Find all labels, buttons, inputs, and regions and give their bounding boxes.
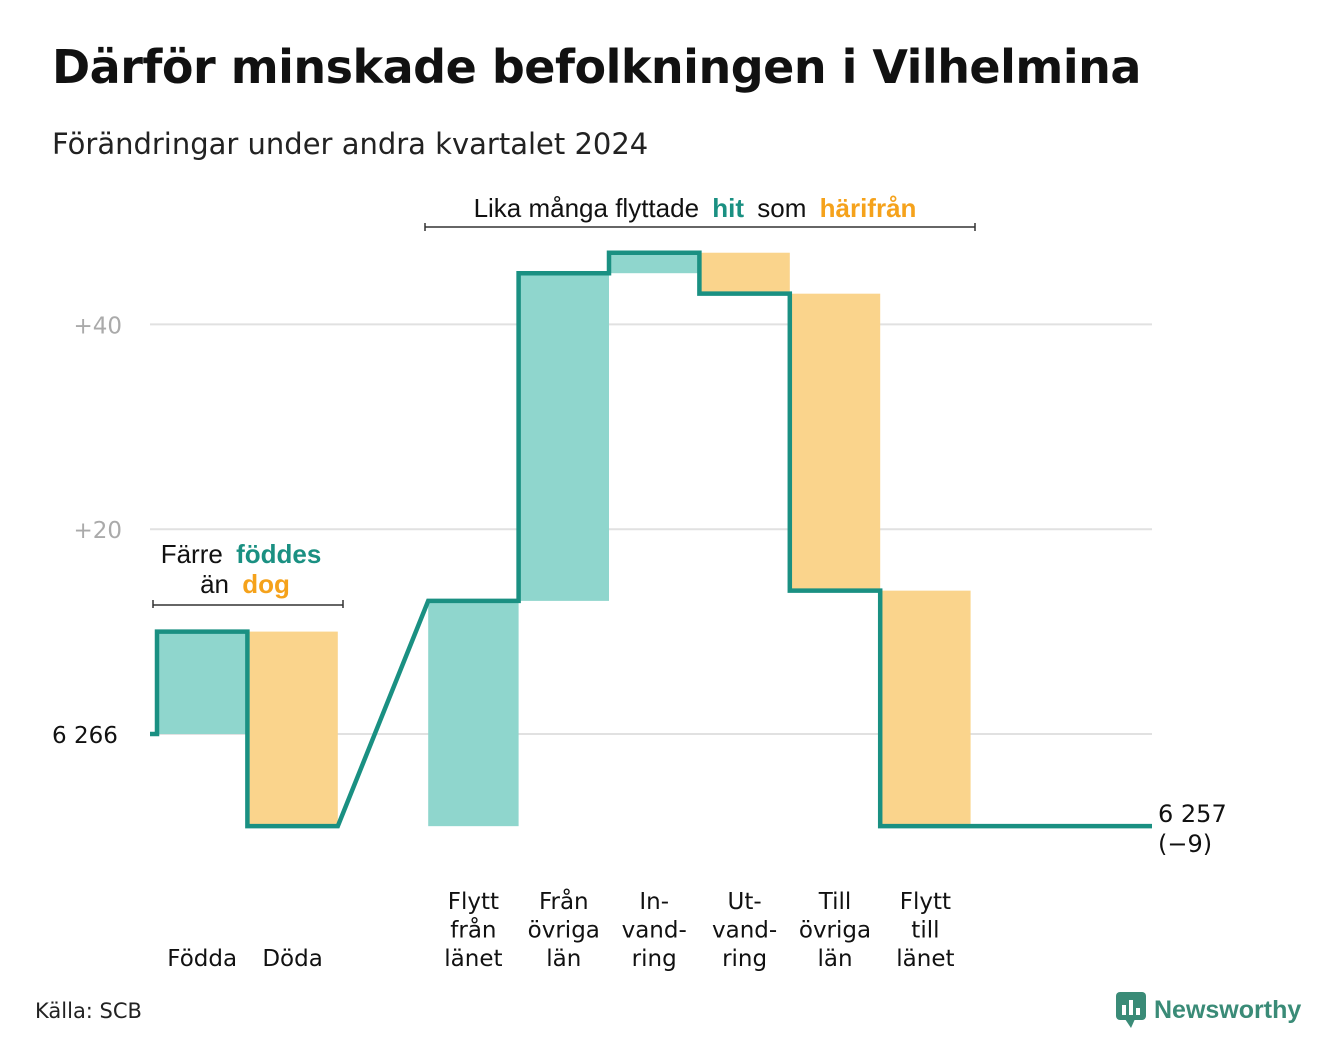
waterfall-bar <box>518 273 609 601</box>
x-category-label: länet <box>444 946 502 972</box>
x-category-label: övriga <box>528 918 600 944</box>
waterfall-bar <box>880 590 971 827</box>
total-line <box>150 250 1152 829</box>
svg-text:än dog: än dog <box>200 569 290 599</box>
x-category-label: ring <box>722 946 767 972</box>
waterfall-bar <box>789 293 881 591</box>
births-annotation-bracket <box>152 600 344 608</box>
y-tick-label: +20 <box>73 518 122 544</box>
x-category-label: ring <box>632 946 677 972</box>
moves-annotation-as: som <box>757 193 806 223</box>
x-category-label: Döda <box>262 946 322 972</box>
moves-annotation-away: härifrån <box>820 193 917 223</box>
x-category-label: Ut- <box>728 889 762 915</box>
chart-title: Därför minskade befolkningen i Vilhelmin… <box>52 40 1141 94</box>
x-category-label: länet <box>896 946 954 972</box>
brand-name: Newsworthy <box>1154 995 1302 1024</box>
births-annotation-prefix: Färre <box>161 539 223 569</box>
waterfall-bar <box>157 631 248 734</box>
chart-subtitle: Förändringar under andra kvartalet 2024 <box>52 127 649 161</box>
births-annotation: Färre föddes än dog <box>152 539 344 608</box>
x-category-label: In- <box>639 889 669 915</box>
moves-annotation-bracket <box>424 223 976 231</box>
x-category-label: län <box>817 946 852 972</box>
running-total-line <box>150 250 1152 829</box>
waterfall-bar <box>428 600 519 827</box>
waterfall-bar <box>247 631 338 827</box>
births-annotation-born: föddes <box>236 539 321 569</box>
x-category-label: till <box>911 918 939 944</box>
newsworthy-logo: Newsworthy <box>1116 992 1301 1028</box>
x-category-label: Från <box>539 887 589 915</box>
x-category-label: Flytt <box>448 889 499 915</box>
bars <box>157 252 971 827</box>
x-category-label: från <box>450 916 496 944</box>
x-category-label: Födda <box>167 946 237 972</box>
moves-annotation-prefix: Lika många flyttade <box>474 193 699 223</box>
x-category-label: vand- <box>622 918 687 944</box>
svg-text:Lika många flyttade hit: Lika många flyttade hit som härifrån <box>474 193 917 223</box>
births-annotation-than: än <box>200 569 229 599</box>
newsworthy-bubble-icon <box>1116 992 1146 1028</box>
y-tick-label: 6 266 <box>52 723 118 749</box>
x-category-label: Flytt <box>900 889 951 915</box>
x-category-label: län <box>546 946 581 972</box>
source-note: Källa: SCB <box>35 999 142 1023</box>
births-annotation-died: dog <box>242 569 290 599</box>
x-category-label: övriga <box>799 918 871 944</box>
svg-text:Färre föddes: Färre föddes <box>161 539 322 569</box>
change-label: (−9) <box>1158 830 1212 858</box>
waterfall-bar <box>699 252 790 294</box>
y-tick-label: +40 <box>73 313 122 339</box>
moves-annotation: Lika många flyttade hit som härifrån <box>424 193 976 231</box>
x-category-label: Till <box>818 889 852 915</box>
moves-annotation-here: hit <box>712 193 744 223</box>
end-value-label: 6 257 <box>1158 800 1227 828</box>
waterfall-bar <box>609 252 700 274</box>
x-category-label: vand- <box>712 918 777 944</box>
